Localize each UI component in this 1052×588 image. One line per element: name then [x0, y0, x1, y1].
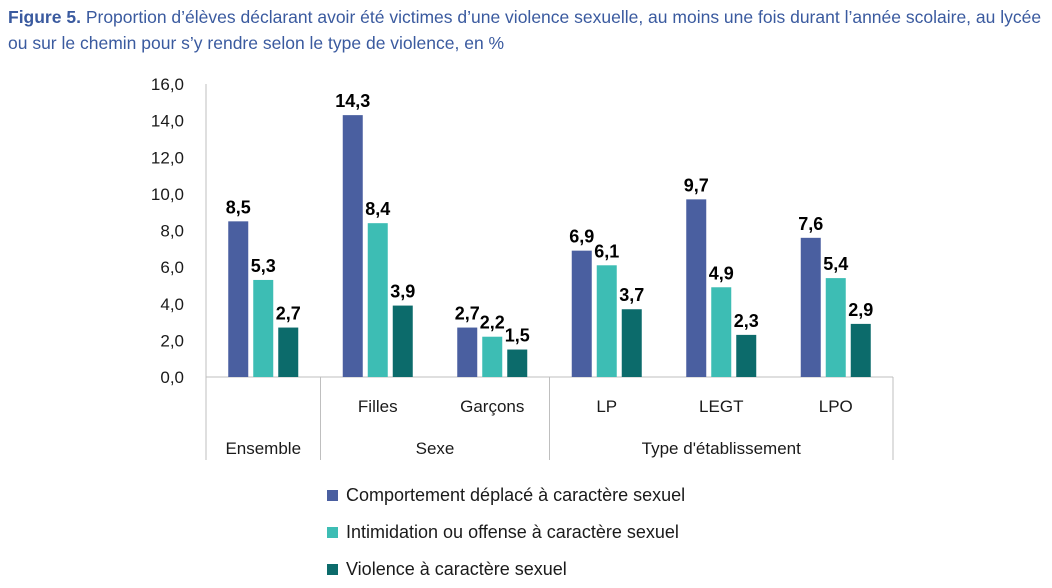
bar-2-4 — [596, 265, 617, 377]
figure-title: Figure 5. Proportion d’élèves déclarant … — [8, 4, 1048, 56]
x-group-label: Sexe — [416, 439, 455, 458]
x-category-label: Filles — [358, 397, 398, 416]
legend-swatch-series-3 — [327, 564, 338, 575]
bar-value-label: 5,3 — [251, 256, 276, 276]
y-tick-label: 4,0 — [160, 295, 184, 314]
y-tick-label: 14,0 — [151, 112, 184, 131]
x-group-label: Ensemble — [225, 439, 301, 458]
bar-2-5 — [711, 287, 732, 377]
bar-1-6 — [800, 237, 821, 377]
bar-value-label: 2,9 — [848, 300, 873, 320]
bar-value-label: 2,3 — [734, 311, 759, 331]
legend-label-series-2: Intimidation ou offense à caractère sexu… — [346, 522, 679, 542]
legend-label-series-3: Violence à caractère sexuel — [346, 559, 567, 579]
chart-legend: Comportement déplacé à caractère sexuel … — [327, 477, 685, 588]
bar-value-label: 8,4 — [365, 199, 390, 219]
x-category-label: LPO — [819, 397, 853, 416]
bar-1-2 — [342, 115, 363, 377]
bar-value-label: 6,1 — [594, 241, 619, 261]
y-tick-label: 2,0 — [160, 331, 184, 350]
figure-title-text: Proportion d’élèves déclarant avoir été … — [8, 7, 1042, 53]
x-category-label: LEGT — [699, 397, 743, 416]
y-tick-label: 16,0 — [151, 75, 184, 94]
y-tick-label: 12,0 — [151, 148, 184, 167]
y-tick-label: 0,0 — [160, 368, 184, 387]
bar-value-label: 4,9 — [709, 263, 734, 283]
bar-3-6 — [850, 323, 871, 377]
bar-3-4 — [621, 309, 642, 377]
bar-value-label: 7,6 — [798, 214, 823, 234]
bar-3-2 — [392, 305, 413, 377]
legend-item-series-1: Comportement déplacé à caractère sexuel — [327, 477, 685, 514]
x-category-label: LP — [596, 397, 617, 416]
bar-2-6 — [825, 278, 846, 377]
bar-value-label: 9,7 — [684, 175, 709, 195]
bar-3-3 — [507, 349, 528, 377]
legend-swatch-series-2 — [327, 527, 338, 538]
bar-3-5 — [736, 334, 757, 377]
bar-value-label: 6,9 — [569, 227, 594, 247]
legend-swatch-series-1 — [327, 490, 338, 501]
bar-1-5 — [686, 199, 707, 377]
bar-value-label: 1,5 — [505, 326, 530, 346]
bar-chart: 0,0 2,0 4,0 6,0 8,0 10,0 12,0 14,0 16,0 8,5 14,3 2,… — [151, 75, 894, 460]
bar-value-label: 2,2 — [480, 313, 505, 333]
bar-value-label: 8,5 — [226, 197, 251, 217]
bar-value-label: 5,4 — [823, 254, 848, 274]
bar-value-label: 2,7 — [455, 304, 480, 324]
y-tick-label: 10,0 — [151, 185, 184, 204]
bar-value-label: 3,7 — [619, 285, 644, 305]
bar-1-1 — [228, 221, 249, 377]
bar-value-label: 2,7 — [276, 304, 301, 324]
bar-value-label: 14,3 — [335, 91, 370, 111]
x-category-label: Garçons — [460, 397, 524, 416]
legend-item-series-2: Intimidation ou offense à caractère sexu… — [327, 514, 685, 551]
figure-label: Figure 5. — [8, 7, 81, 27]
bar-2-2 — [367, 223, 388, 377]
y-tick-label: 8,0 — [160, 222, 184, 241]
bar-1-3 — [457, 327, 478, 377]
bar-3-1 — [278, 327, 299, 377]
bar-value-label: 3,9 — [390, 282, 415, 302]
bar-1-4 — [571, 250, 592, 377]
y-tick-label: 6,0 — [160, 258, 184, 277]
bar-2-3 — [482, 336, 503, 377]
bar-2-1 — [253, 279, 274, 377]
x-group-label: Type d'établissement — [642, 439, 801, 458]
legend-label-series-1: Comportement déplacé à caractère sexuel — [346, 485, 686, 505]
legend-item-series-3: Violence à caractère sexuel — [327, 551, 685, 588]
